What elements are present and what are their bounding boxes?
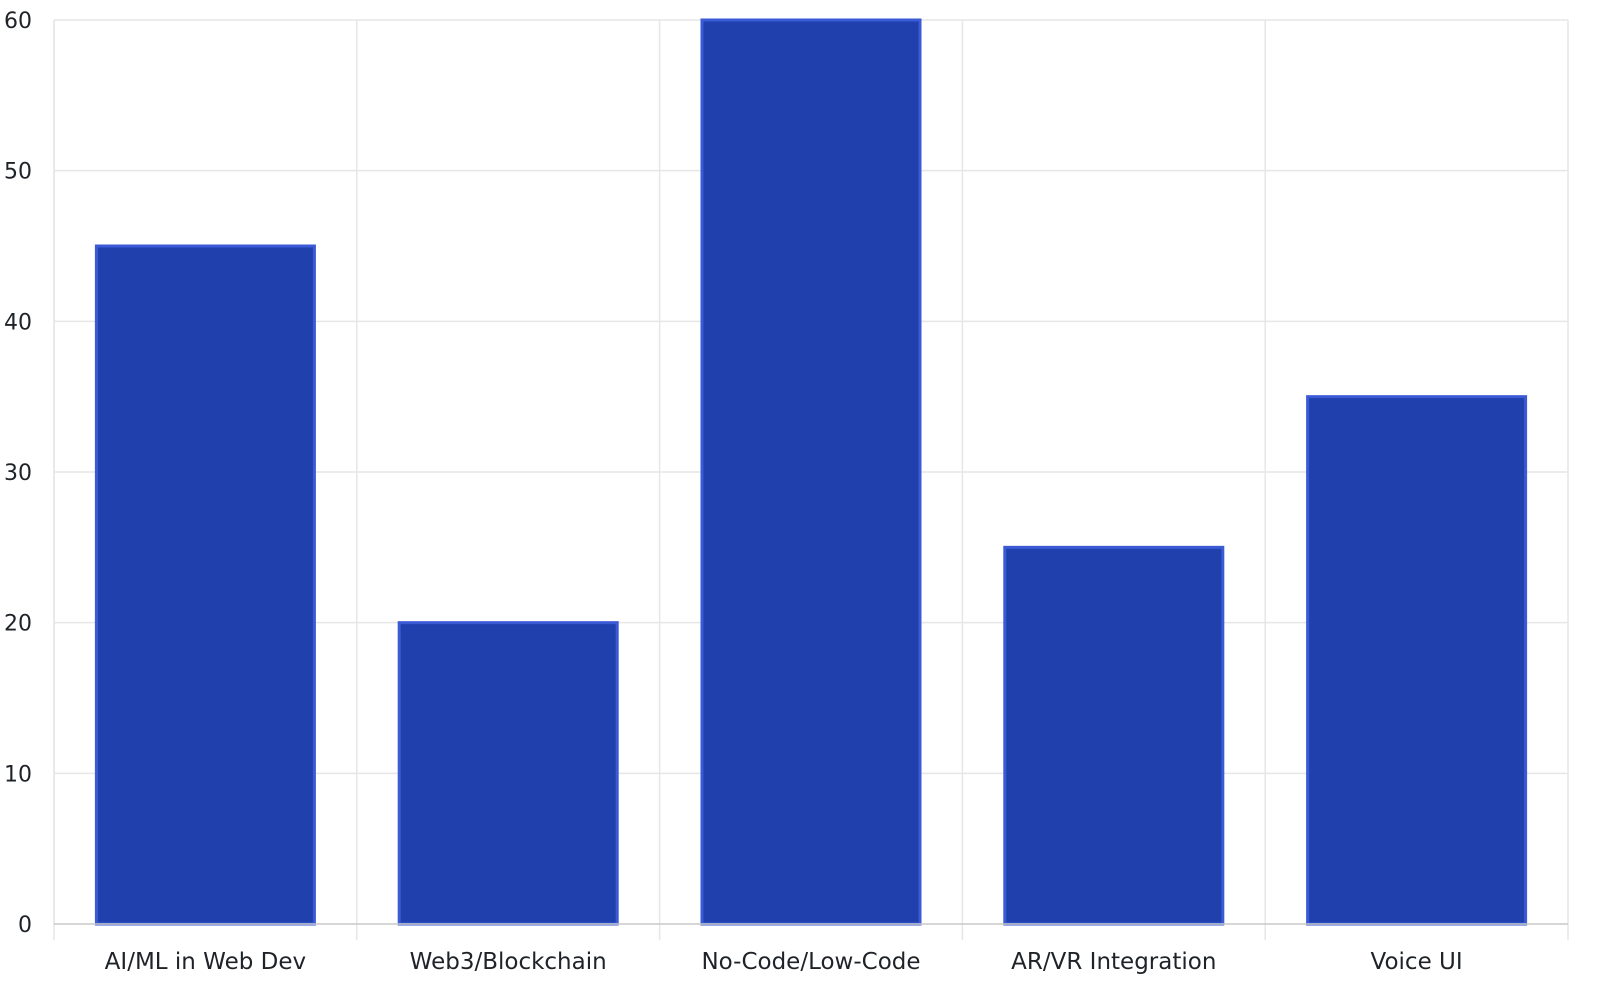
y-tick-label: 20 <box>4 612 32 637</box>
y-tick-label: 0 <box>18 913 32 938</box>
x-tick-label: AR/VR Integration <box>1011 949 1216 975</box>
bar <box>94 244 316 926</box>
x-tick-label: No-Code/Low-Code <box>701 949 920 975</box>
bar <box>1003 545 1225 926</box>
bar <box>700 18 922 926</box>
y-tick-label: 30 <box>4 461 32 486</box>
y-tick-label: 40 <box>4 310 32 335</box>
axes <box>53 20 1568 925</box>
bars <box>94 18 1528 926</box>
y-axis-ticks: 0 10 20 30 40 50 60 <box>4 9 32 938</box>
x-tick-label: AI/ML in Web Dev <box>105 949 306 975</box>
y-tick-label: 50 <box>4 160 32 185</box>
x-tick-label: Web3/Blockchain <box>410 949 607 975</box>
y-tick-label: 10 <box>4 762 32 787</box>
y-tick-label: 60 <box>4 9 32 34</box>
bar <box>1306 395 1528 926</box>
x-axis-ticks: AI/ML in Web Dev Web3/Blockchain No-Code/L… <box>105 949 1463 975</box>
bar <box>397 621 619 926</box>
x-tick-label: Voice UI <box>1371 949 1463 975</box>
